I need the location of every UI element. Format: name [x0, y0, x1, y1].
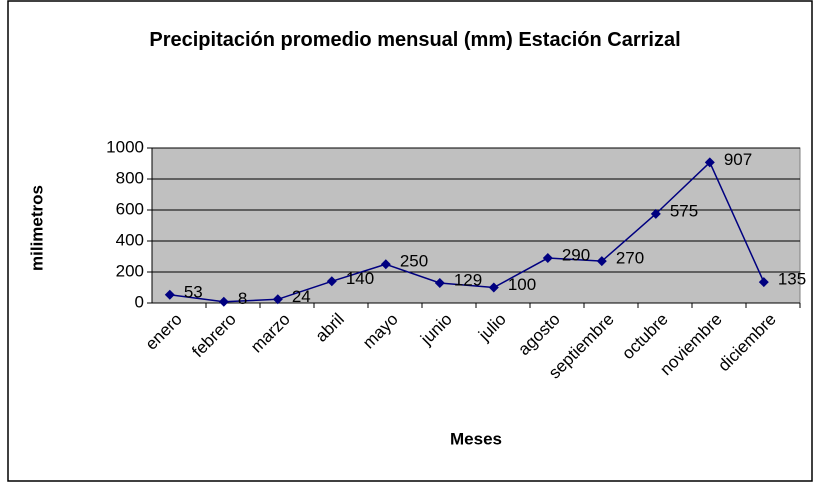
y-tick-label: 200: [116, 261, 144, 280]
x-axis-label: Meses: [450, 429, 502, 448]
data-label: 135: [778, 270, 806, 289]
data-point: [272, 294, 283, 305]
data-label: 270: [616, 249, 644, 268]
y-tick-label: 1000: [106, 137, 144, 156]
y-tick-label: 600: [116, 199, 144, 218]
data-point: [380, 259, 391, 270]
data-point: [488, 282, 499, 293]
y-tick-label: 800: [116, 168, 144, 187]
data-label: 575: [670, 201, 698, 220]
data-label: 250: [400, 252, 428, 271]
data-point: [218, 296, 229, 307]
data-point: [650, 208, 661, 219]
data-label: 24: [292, 287, 311, 306]
data-label: 8: [238, 289, 247, 308]
data-label: 53: [184, 282, 203, 301]
data-point: [542, 253, 553, 264]
y-tick-label: 400: [116, 230, 144, 249]
data-point: [596, 256, 607, 267]
data-label: 907: [724, 150, 752, 169]
data-point: [434, 278, 445, 289]
y-tick-label: 0: [135, 292, 144, 311]
data-label: 290: [562, 246, 590, 265]
data-point: [326, 276, 337, 287]
data-point: [704, 157, 715, 168]
y-axis-label: milimetros: [27, 185, 46, 271]
data-point: [164, 289, 175, 300]
plot-area: [151, 147, 801, 304]
data-label: 140: [346, 269, 374, 288]
chart-title: Precipitación promedio mensual (mm) Esta…: [149, 29, 681, 51]
data-label: 129: [454, 270, 482, 289]
data-label: 100: [508, 275, 536, 294]
series-line: [169, 161, 765, 303]
data-point: [758, 277, 769, 288]
